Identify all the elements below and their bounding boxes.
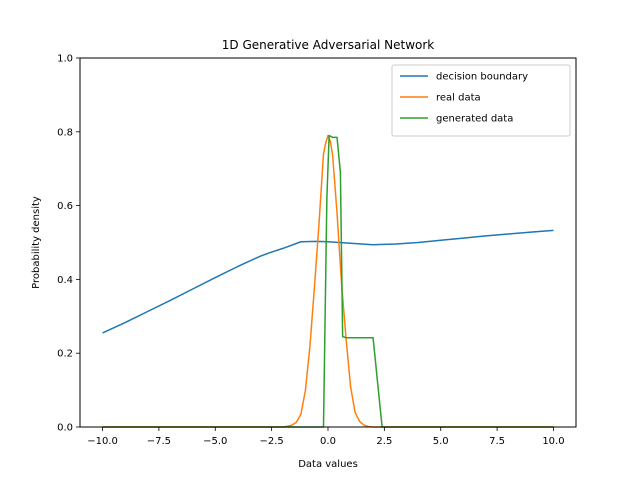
y-tick-label: 0.0 bbox=[57, 423, 73, 434]
x-tick-label: 5.0 bbox=[433, 436, 449, 447]
y-axis-label: Probability density bbox=[31, 196, 42, 289]
x-tick-label: −10.0 bbox=[87, 436, 118, 447]
legend-label-generated-data: generated data bbox=[436, 114, 513, 125]
chart-title: 1D Generative Adversarial Network bbox=[222, 38, 435, 52]
y-tick-label: 0.8 bbox=[57, 127, 73, 138]
series-line-decision-boundary bbox=[102, 229, 554, 334]
y-tick-label: 1.0 bbox=[57, 54, 73, 65]
legend-box bbox=[391, 64, 571, 137]
legend-label-decision-boundary: decision boundary bbox=[436, 72, 528, 83]
legend: decision boundary real data generated data bbox=[391, 64, 571, 137]
x-tick-label: −5.0 bbox=[203, 436, 227, 447]
x-tick-label: 10.0 bbox=[542, 436, 564, 447]
y-tick-label: 0.6 bbox=[57, 201, 73, 212]
series-line-generated-data bbox=[102, 134, 554, 428]
series-line-real-data bbox=[102, 134, 554, 428]
legend-label-real-data: real data bbox=[436, 93, 481, 104]
x-tick-label: −2.5 bbox=[259, 436, 283, 447]
y-tick-label: 0.2 bbox=[57, 349, 73, 360]
y-tick-label: 0.4 bbox=[57, 275, 73, 286]
x-tick-label: 7.5 bbox=[489, 436, 505, 447]
x-tick-label: 2.5 bbox=[376, 436, 392, 447]
x-axis-label: Data values bbox=[298, 459, 358, 470]
x-tick-label: −7.5 bbox=[147, 436, 171, 447]
x-tick-label: 0.0 bbox=[320, 436, 336, 447]
